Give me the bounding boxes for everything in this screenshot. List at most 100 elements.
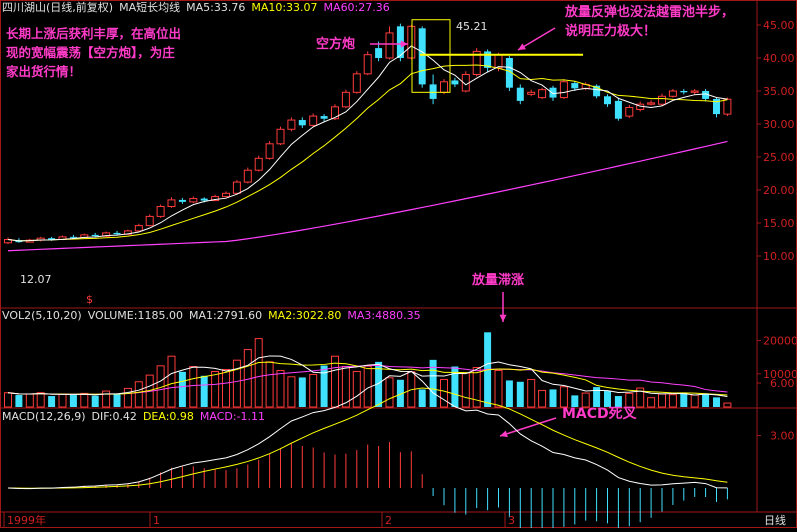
candle-body-down xyxy=(680,91,688,93)
volume-readout: VOLUME:1185.00 xyxy=(87,309,183,322)
volume-bar-down xyxy=(604,391,611,407)
candle-body-up xyxy=(527,91,536,95)
annotation-line: 说明压力极大！ xyxy=(565,24,657,39)
dea-readout: DEA:0.98 xyxy=(142,410,194,423)
macd-tick-label: 6.00 xyxy=(770,377,795,390)
candle-body-down xyxy=(418,28,426,85)
volume-bar-down xyxy=(200,375,208,407)
volume-bar-up xyxy=(494,369,503,408)
volume-bar-down xyxy=(48,396,56,407)
candle-body-down xyxy=(451,80,459,85)
candle-body-up xyxy=(167,199,176,207)
volume-bar-down xyxy=(702,393,710,407)
annotation-line: 放量反弹也没法越雷池半步， xyxy=(565,5,735,20)
vol-ma3-readout: MA3:4880.35 xyxy=(347,309,421,322)
candle-body-down xyxy=(702,91,710,99)
annotation-top-right: 放量反弹也没法越雷池半步， 说明压力极大！ xyxy=(565,3,734,41)
main-header: 四川湖山(日线,前复权) MA短长均线 MA5:33.76 MA10:33.07 MA6… xyxy=(2,1,396,15)
candle-body-up xyxy=(658,95,666,105)
arrow-volume-head xyxy=(499,314,507,322)
ma5-readout: MA5:33.76 xyxy=(186,1,246,14)
candle-body-up xyxy=(243,169,252,183)
volume-bar-up xyxy=(189,365,198,408)
price-tick-label: 25.00 xyxy=(763,151,795,164)
candle-body-up xyxy=(254,157,263,171)
candle-body-down xyxy=(91,234,99,237)
candle-body-down xyxy=(505,58,513,88)
volume-bar-up xyxy=(134,381,143,408)
candle-body-up xyxy=(690,90,699,93)
volume-bar-up xyxy=(625,392,634,408)
volume-ma2-line xyxy=(7,361,728,396)
ma10-readout: MA10:33.07 xyxy=(251,1,318,14)
candle-body-up xyxy=(156,206,165,217)
volume-bar-up xyxy=(559,386,568,408)
volume-bar-up xyxy=(254,338,263,408)
volume-bar-down xyxy=(113,394,121,407)
high-price-label: 45.21 xyxy=(456,20,488,33)
candle-body-up xyxy=(363,54,372,75)
indicator-name: MA短长均线 xyxy=(119,1,181,14)
dif-line xyxy=(7,370,728,490)
candle-body-up xyxy=(222,192,230,198)
candle-body-down xyxy=(396,26,404,58)
candle-body-down xyxy=(113,232,121,235)
price-tick-label: 40.00 xyxy=(763,52,795,65)
candle-body-down xyxy=(516,87,524,101)
candle-body-up xyxy=(625,107,634,117)
volume-bar-down xyxy=(298,377,306,407)
candle-body-up xyxy=(647,102,656,105)
volume-tick-label: 10000 xyxy=(763,368,797,381)
volume-bar-up xyxy=(4,392,12,408)
volume-bar-down xyxy=(396,379,404,407)
macd-title: MACD(12,26,9) xyxy=(2,410,86,423)
volume-bar-up xyxy=(232,359,241,408)
candle-body-up xyxy=(668,90,677,97)
volume-bar-up xyxy=(472,366,481,408)
volume-bar-up xyxy=(123,387,132,408)
arrow-kongfangpao-head xyxy=(400,40,408,48)
candle-body-up xyxy=(341,91,350,108)
price-tick-label: 10.00 xyxy=(763,250,795,263)
volume-bar-up xyxy=(167,355,176,408)
volume-bar-up xyxy=(58,393,67,408)
candle-body-up xyxy=(331,106,339,120)
volume-bar-up xyxy=(658,393,666,408)
date-label: 1999年 xyxy=(7,513,46,527)
dif-readout: DIF:0.42 xyxy=(91,410,137,423)
volume-tick-label: 20000 xyxy=(763,335,797,348)
candle-body-down xyxy=(713,98,720,115)
volume-bar-down xyxy=(91,395,99,407)
candle-body-up xyxy=(494,54,503,69)
date-label: 1 xyxy=(153,514,160,527)
candle-body-up xyxy=(407,25,416,59)
annotation-macd-cross: MACD死叉 xyxy=(562,406,637,422)
candle-body-down xyxy=(614,100,622,119)
volume-bar-up xyxy=(385,377,394,408)
volume-bar-down xyxy=(614,396,622,407)
candle-body-down xyxy=(178,199,186,202)
vol-ma2-readout: MA2:3022.80 xyxy=(268,309,342,322)
volume-bar-down xyxy=(69,395,77,407)
volume-bar-up xyxy=(36,392,45,408)
ma5-line xyxy=(7,45,728,242)
arrow-resistance-head xyxy=(518,43,526,50)
volume-bar-up xyxy=(440,378,448,408)
volume-bar-down xyxy=(375,361,383,407)
macd-readout: MACD:-1.11 xyxy=(199,410,266,423)
volume-bar-up xyxy=(527,378,536,408)
candle-body-up xyxy=(440,81,448,93)
volume-bar-down xyxy=(505,380,513,407)
candle-body-up xyxy=(472,50,481,76)
arrow-macd-head xyxy=(500,430,508,438)
price-tick-label: 20.00 xyxy=(763,184,795,197)
annotation-top-left: 长期上涨后获利丰厚，在高位出 现的宽幅震荡【空方炮】，为庄 家出货行情！ xyxy=(6,24,181,81)
volume-bar-up xyxy=(287,376,296,408)
volume-bar-down xyxy=(320,365,328,407)
price-tick-label: 35.00 xyxy=(763,85,795,98)
price-tick-label: 15.00 xyxy=(763,217,795,230)
macd-header: MACD(12,26,9) DIF:0.42 DEA:0.98 MACD:-1.11 xyxy=(2,410,271,424)
candle-body-down xyxy=(48,238,56,240)
candle-body-up xyxy=(189,198,198,203)
